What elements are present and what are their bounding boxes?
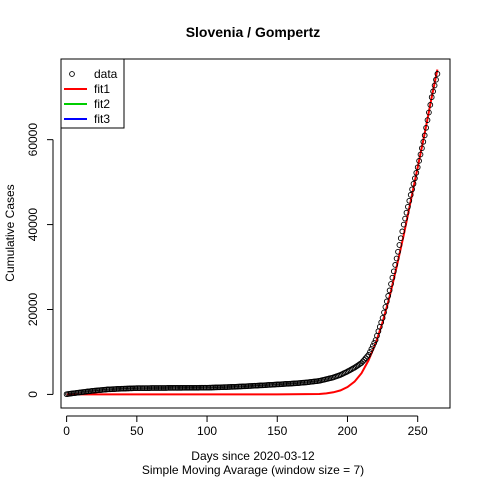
data-point — [423, 124, 429, 131]
data-point — [400, 221, 407, 228]
data-point — [382, 304, 389, 310]
data-point — [365, 352, 372, 358]
data-point — [431, 82, 438, 89]
legend-point-marker — [69, 71, 75, 77]
y-tick-label: 60000 — [26, 123, 40, 157]
data-point — [434, 71, 441, 77]
data-point — [428, 94, 435, 101]
plot-frame — [60, 58, 451, 409]
data-point — [427, 102, 434, 108]
data-point — [397, 235, 404, 242]
data-point — [361, 356, 368, 363]
data-points — [63, 71, 441, 398]
data-point — [371, 340, 378, 346]
data-point — [419, 145, 425, 152]
data-point — [390, 268, 397, 275]
data-point — [360, 358, 366, 365]
chart-title: Slovenia / Gompertz — [186, 24, 321, 40]
data-point — [430, 88, 436, 95]
data-point — [396, 242, 403, 248]
y-tick-label: 20000 — [26, 292, 40, 326]
data-point — [421, 132, 428, 139]
x-tick-label: 50 — [130, 424, 144, 438]
data-point — [353, 363, 359, 370]
data-point — [367, 349, 373, 355]
legend-label: fit3 — [94, 112, 110, 126]
y-tick-label: 40000 — [26, 208, 40, 242]
legend-box — [60, 58, 125, 129]
legend-label: data — [94, 67, 118, 81]
data-point — [402, 215, 408, 222]
data-point — [420, 138, 427, 145]
data-point — [413, 169, 420, 176]
x-tick-label: 150 — [267, 424, 287, 438]
data-point — [388, 281, 394, 287]
data-point — [405, 203, 411, 210]
data-point — [362, 355, 369, 362]
data-point — [389, 274, 396, 281]
y-axis-label: Cumulative Cases — [3, 184, 17, 281]
data-point — [386, 287, 393, 294]
x-tick-label: 0 — [63, 424, 70, 438]
data-point — [399, 228, 406, 235]
data-point — [385, 293, 392, 299]
data-point — [406, 197, 413, 204]
data-point — [395, 248, 401, 255]
data-point — [369, 343, 376, 349]
data-point — [383, 298, 390, 305]
data-point — [381, 309, 387, 316]
x-axis-sublabel: Simple Moving Avarage (window size = 7) — [142, 463, 364, 477]
data-point — [379, 315, 386, 321]
y-axis: 0 20000 40000 60000 — [26, 123, 54, 398]
x-axis-label: Days since 2020-03-12 — [191, 449, 315, 463]
data-point — [364, 353, 370, 360]
data-point — [403, 209, 410, 216]
x-tick-label: 250 — [408, 424, 428, 438]
y-tick-label: 0 — [26, 391, 40, 398]
legend-label: fit1 — [94, 82, 110, 96]
data-point — [426, 109, 432, 116]
data-point — [358, 360, 365, 366]
data-point — [424, 117, 431, 123]
data-point — [414, 164, 421, 171]
x-tick-label: 100 — [197, 424, 217, 438]
data-point — [417, 151, 424, 158]
data-point — [368, 346, 375, 352]
x-axis: 0 50 100 150 200 250 — [63, 415, 428, 438]
legend-label: fit2 — [94, 97, 110, 111]
data-point — [433, 76, 439, 83]
data-point — [409, 186, 415, 193]
data-point — [416, 158, 422, 164]
data-point — [393, 255, 400, 262]
x-tick-label: 200 — [337, 424, 357, 438]
data-point — [392, 262, 399, 268]
data-point — [412, 175, 418, 182]
data-point — [407, 192, 414, 198]
data-point — [410, 180, 417, 187]
